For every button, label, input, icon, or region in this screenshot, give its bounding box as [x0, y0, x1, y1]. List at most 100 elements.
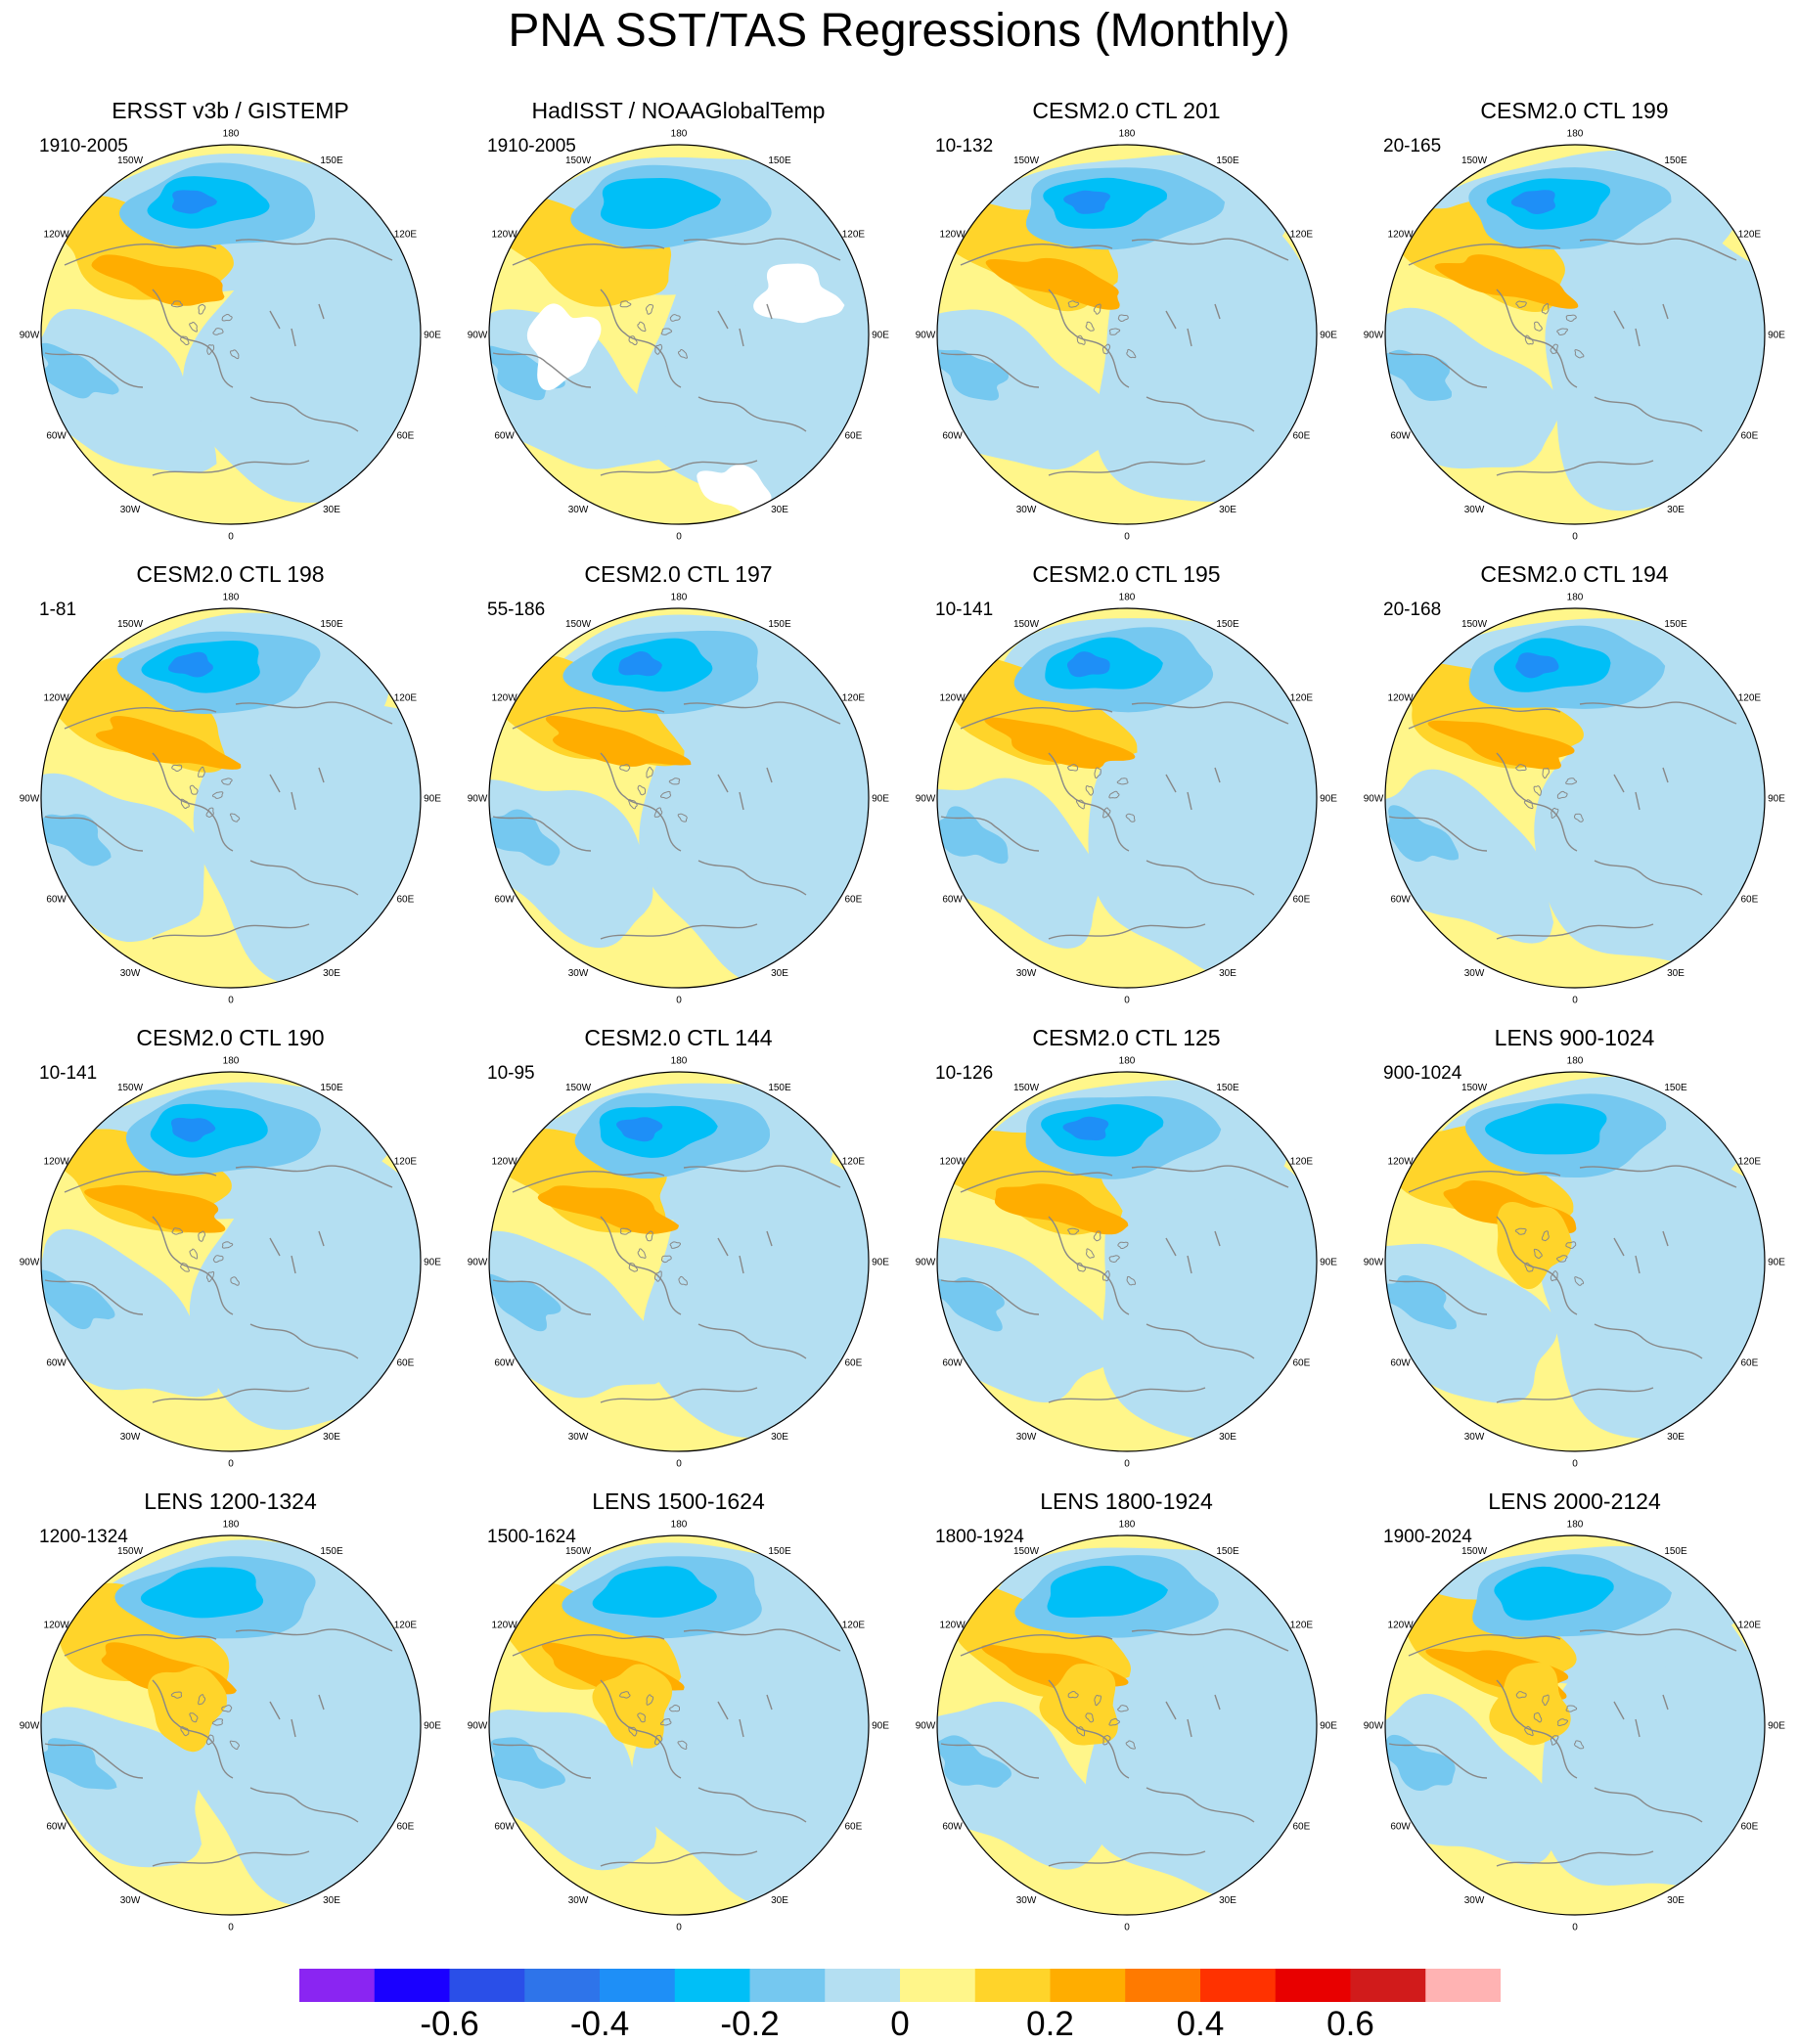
coastline: [492, 1279, 592, 1315]
coastline: [1165, 1230, 1221, 1274]
colorbar: [299, 1969, 1501, 2002]
panel-title: CESM2.0 CTL 194: [1480, 561, 1669, 587]
coastline: [1515, 300, 1527, 308]
coastline: [960, 1634, 1113, 1657]
coastline: [206, 344, 215, 355]
longitude-label: 120E: [394, 1157, 418, 1168]
longitude-label: 180: [1567, 129, 1584, 140]
longitude-label: 180: [1567, 593, 1584, 603]
coastline: [1574, 349, 1585, 359]
longitude-label: 150W: [1013, 1546, 1040, 1557]
field-positive-region: [148, 1666, 227, 1753]
longitude-label: 90W: [468, 1721, 488, 1732]
longitude-label: 90W: [20, 1258, 40, 1268]
longitude-label: 90E: [1768, 1721, 1785, 1732]
field-negative-region: [489, 309, 671, 469]
field-negative-region: [1515, 652, 1559, 679]
coastline: [152, 1387, 310, 1403]
colorbar-swatch: [1200, 1969, 1277, 2002]
coastline: [152, 289, 234, 388]
coastline: [1534, 321, 1543, 332]
map-panel: CESM2.0 CTL 198 1-81 180 150E 120E 90E 60E 30E 0…: [6, 557, 455, 1022]
longitude-label: 60W: [942, 895, 963, 906]
longitude-label: 60W: [942, 1358, 963, 1369]
longitude-label: 30E: [1667, 968, 1685, 979]
coastline: [180, 798, 190, 810]
panel-title: LENS 1200-1324: [144, 1489, 317, 1514]
longitude-label: 180: [671, 593, 688, 603]
map-border: [40, 1534, 422, 1916]
coastline: [1515, 1691, 1527, 1699]
coastline: [44, 352, 144, 388]
map-panel: HadISST / NOAAGlobalTemp 1910-2005 180 150E…: [454, 94, 903, 558]
longitude-label: 180: [1567, 1520, 1584, 1531]
longitude-label: 30W: [1016, 1432, 1037, 1443]
polar-map: 180 150E 120E 90E 60E 30E 0 30W 60W 90W 120W 150W: [916, 1520, 1338, 1933]
field-negative-region: [1485, 1103, 1607, 1155]
longitude-label: 0: [1124, 1459, 1130, 1470]
coastline: [1131, 1165, 1289, 1188]
colorbar-swatch: [1050, 1969, 1126, 2002]
coastline: [697, 396, 807, 432]
map-panel: CESM2.0 CTL 199 20-165 180 150E 120E 90E 60E 30…: [1350, 94, 1798, 558]
coastline: [683, 238, 841, 261]
field-negative-region: [1066, 651, 1110, 678]
coastline: [1565, 1705, 1578, 1712]
longitude-label: 90W: [916, 794, 936, 805]
coastline: [646, 766, 653, 778]
coastline: [1388, 1743, 1488, 1779]
field-negative-region: [489, 1737, 565, 1789]
colorbar-swatch: [374, 1969, 450, 2002]
field-positive-region: [592, 1664, 673, 1749]
coastline: [697, 860, 807, 896]
longitude-label: 90W: [1364, 1721, 1384, 1732]
map-panel: LENS 900-1024 900-1024 180 150E 120E 90E 60E 30…: [1350, 1021, 1798, 1486]
field-negative-region: [489, 1272, 562, 1332]
polar-map: 180 150E 120E 90E 60E 30E 0 30W 60W 90W 120W 150W: [20, 1520, 442, 1933]
map-panel: LENS 2000-2124 1900-2024 180 150E 120E 90E 60E…: [1350, 1485, 1798, 1949]
coastline: [1408, 244, 1561, 266]
coastline: [1613, 1230, 1669, 1274]
longitude-label: 90E: [872, 1258, 889, 1268]
longitude-label: 180: [223, 129, 240, 140]
longitude-label: 30W: [1016, 1895, 1037, 1906]
coastline: [1550, 1735, 1559, 1746]
longitude-label: 150E: [1664, 619, 1687, 630]
coastline: [189, 1712, 199, 1723]
coastline: [249, 1323, 359, 1359]
field-negative-region: [140, 1567, 264, 1619]
coastline: [600, 923, 758, 940]
field-negative-region: [1047, 1565, 1168, 1618]
coastline: [1085, 321, 1095, 332]
coastline: [1574, 1740, 1585, 1750]
map-panel: CESM2.0 CTL 197 55-186 180 150E 120E 90E 60E 30…: [454, 557, 903, 1022]
panel-title: LENS 1500-1624: [592, 1489, 765, 1514]
longitude-label: 0: [228, 532, 234, 543]
field-positive-region: [537, 1185, 679, 1234]
longitude-label: 0: [1124, 532, 1130, 543]
coastline: [249, 860, 359, 896]
coastline: [221, 778, 233, 785]
coastline: [1565, 314, 1577, 323]
coastline: [492, 352, 592, 388]
panel-period: 1800-1924: [935, 1527, 1024, 1547]
coastline: [211, 1718, 224, 1726]
longitude-label: 150W: [1461, 156, 1488, 166]
coastline: [1524, 1725, 1534, 1737]
coastline: [205, 1734, 214, 1746]
map-panel: LENS 1200-1324 1200-1324 180 150E 120E 90E 60E…: [6, 1485, 455, 1949]
panel-title: CESM2.0 CTL 198: [136, 561, 325, 587]
coastline: [64, 244, 217, 266]
coastline: [619, 1691, 631, 1699]
longitude-label: 30E: [771, 1432, 788, 1443]
map-panel: LENS 1800-1924 1800-1924 180 150E 120E 90E 60E…: [902, 1485, 1351, 1949]
longitude-label: 0: [676, 996, 682, 1006]
coastline: [1165, 1694, 1221, 1738]
coastline: [205, 807, 214, 819]
map-border: [1384, 144, 1766, 525]
coastline: [1146, 860, 1255, 896]
polar-map: 180 150E 120E 90E 60E 30E 0 30W 60W 90W 120W 150W: [1364, 593, 1786, 1006]
coastline: [269, 1694, 325, 1738]
longitude-label: 150E: [1664, 1546, 1687, 1557]
coastline: [960, 1171, 1113, 1193]
